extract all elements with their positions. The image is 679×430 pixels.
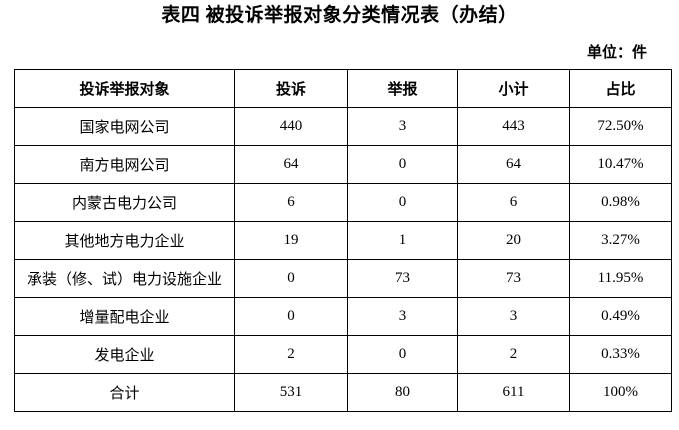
complaint-classification-table: 投诉举报对象 投诉 举报 小计 占比 国家电网公司 440 3 443 72.50% 南方电网公司…	[14, 69, 672, 412]
table-row: 南方电网公司 64 0 64 10.47%	[14, 145, 672, 184]
value-cell: 0	[234, 297, 348, 336]
value-cell: 100%	[569, 373, 672, 412]
row-label-cell: 国家电网公司	[14, 107, 235, 146]
table-row: 发电企业 2 0 2 0.33%	[14, 335, 672, 374]
row-label-cell: 承装（修、试）电力设施企业	[14, 259, 235, 298]
value-cell: 3	[347, 107, 458, 146]
row-label-cell: 其他地方电力企业	[14, 221, 235, 260]
unit-label: 单位：件	[586, 45, 647, 61]
table-title: 表四 被投诉举报对象分类情况表（办结）	[161, 5, 518, 26]
header-cell: 小计	[457, 69, 570, 108]
value-cell: 19	[234, 221, 348, 260]
row-label-cell: 发电企业	[14, 335, 235, 374]
table-row: 内蒙古电力公司 6 0 6 0.98%	[14, 183, 672, 222]
value-cell: 0.49%	[569, 297, 672, 336]
header-row: 投诉举报对象 投诉 举报 小计 占比	[14, 69, 672, 108]
total-row: 合计 531 80 611 100%	[14, 373, 672, 412]
value-cell: 0	[347, 183, 458, 222]
value-cell: 611	[457, 373, 570, 412]
value-cell: 0	[234, 259, 348, 298]
value-cell: 73	[457, 259, 570, 298]
value-cell: 3.27%	[569, 221, 672, 260]
value-cell: 80	[347, 373, 458, 412]
table-row: 增量配电企业 0 3 3 0.49%	[14, 297, 672, 336]
header-cell: 占比	[569, 69, 672, 108]
row-label-cell: 合计	[14, 373, 235, 412]
value-cell: 10.47%	[569, 145, 672, 184]
value-cell: 3	[347, 297, 458, 336]
value-cell: 6	[457, 183, 570, 222]
table-row: 其他地方电力企业 19 1 20 3.27%	[14, 221, 672, 260]
value-cell: 0	[347, 335, 458, 374]
value-cell: 72.50%	[569, 107, 672, 146]
value-cell: 1	[347, 221, 458, 260]
row-label-cell: 内蒙古电力公司	[14, 183, 235, 222]
value-cell: 64	[457, 145, 570, 184]
value-cell: 0.98%	[569, 183, 672, 222]
value-cell: 20	[457, 221, 570, 260]
value-cell: 11.95%	[569, 259, 672, 298]
value-cell: 2	[457, 335, 570, 374]
row-label-cell: 增量配电企业	[14, 297, 235, 336]
value-cell: 73	[347, 259, 458, 298]
table-row: 国家电网公司 440 3 443 72.50%	[14, 107, 672, 146]
table-row: 承装（修、试）电力设施企业 0 73 73 11.95%	[14, 259, 672, 298]
header-cell: 投诉	[234, 69, 348, 108]
value-cell: 440	[234, 107, 348, 146]
value-cell: 0.33%	[569, 335, 672, 374]
value-cell: 64	[234, 145, 348, 184]
header-cell: 举报	[347, 69, 458, 108]
value-cell: 3	[457, 297, 570, 336]
header-cell: 投诉举报对象	[14, 69, 235, 108]
value-cell: 531	[234, 373, 348, 412]
value-cell: 6	[234, 183, 348, 222]
row-label-cell: 南方电网公司	[14, 145, 235, 184]
value-cell: 0	[347, 145, 458, 184]
value-cell: 443	[457, 107, 570, 146]
value-cell: 2	[234, 335, 348, 374]
